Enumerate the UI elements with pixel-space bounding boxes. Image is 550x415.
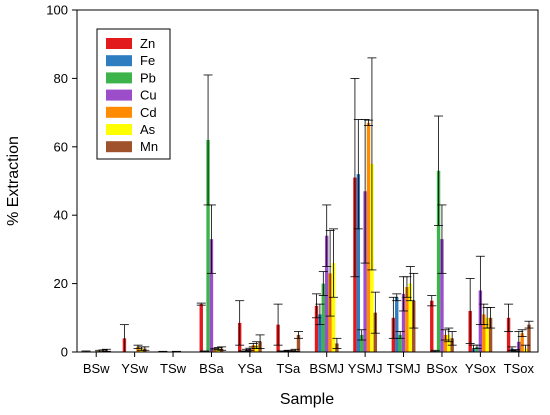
y-tick-label: 0 (61, 345, 68, 360)
bar-cd-ysmj (366, 122, 371, 352)
bar-mn-ysox (488, 317, 493, 352)
x-tick-label: YSw (121, 361, 148, 376)
bar-fe-tsmj (395, 297, 399, 352)
x-tick-label: YSa (238, 361, 263, 376)
bar-as-tsmj (408, 283, 413, 352)
bar-zn-bsa (199, 304, 203, 352)
y-tick-label: 60 (54, 139, 68, 154)
bar-zn-bsox (430, 300, 434, 352)
bar-zn-tsox (506, 317, 511, 352)
legend-swatch-cd (106, 106, 132, 118)
legend-label-pb: Pb (140, 70, 156, 85)
x-tick-label: BSMJ (309, 361, 344, 376)
bar-cu-bsmj (325, 235, 329, 352)
bar-cd-bsox (443, 334, 448, 352)
bar-cd-tsmj (405, 287, 409, 352)
x-tick-label: YSox (465, 361, 497, 376)
bar-pb-ysmj (360, 334, 364, 352)
legend: Zn Fe Pb Cu Cd As Mn (96, 28, 171, 160)
legend-label-zn: Zn (140, 36, 155, 51)
legend-label-mn: Mn (140, 139, 158, 154)
legend-swatch-fe (106, 55, 132, 67)
x-axis-label: Sample (280, 391, 334, 408)
bar-cd-bsa (213, 349, 217, 352)
bar-as-ysox (485, 317, 489, 352)
bar-pb-bsa (206, 139, 210, 352)
x-tick-label: TSa (276, 361, 301, 376)
bar-fe-ysmj (356, 174, 361, 352)
legend-swatch-zn (106, 38, 132, 49)
legend-label-cd: Cd (140, 105, 157, 120)
legend-swatch-pb (106, 72, 132, 84)
x-tick-label: TSMJ (387, 361, 421, 376)
x-tick-label: BSox (426, 361, 458, 376)
x-axis: BSw YSw TSw BSa YSa TSa BSMJ YSMJ TSMJ BSox YSox TS… (83, 352, 535, 376)
bar-mn-tsox (527, 324, 531, 352)
legend-label-fe: Fe (140, 53, 155, 68)
x-tick-label: TSw (160, 361, 187, 376)
y-axis-label: % Extraction (5, 136, 22, 226)
y-axis: 0 20 40 60 80 100 (46, 3, 78, 360)
bar-cu-bsa (209, 239, 214, 352)
bar-pb-ysox (475, 346, 479, 352)
bar-mn-tsa (296, 334, 301, 352)
bar-fe-bsmj (318, 314, 322, 352)
y-tick-label: 20 (54, 276, 68, 291)
bar-cd-tsox (520, 333, 524, 352)
y-tick-label: 80 (54, 71, 68, 86)
bar-cu-tsmj (401, 293, 406, 352)
legend-label-as: As (140, 122, 156, 137)
bar-as-bsmj (331, 263, 336, 352)
bar-cu-ysmj (363, 191, 367, 352)
bar-zn-bsmj (314, 305, 319, 352)
x-tick-label: YSMJ (348, 361, 383, 376)
bar-as-bsox (447, 334, 451, 352)
x-tick-label: BSa (199, 361, 224, 376)
y-tick-label: 100 (46, 3, 68, 18)
bar-cd-ysw (136, 346, 140, 352)
x-tick-label: BSw (83, 361, 110, 376)
legend-swatch-cu (106, 89, 132, 101)
legend-swatch-mn (106, 141, 132, 153)
bar-pb-bsmj (321, 283, 326, 352)
y-tick-label: 40 (54, 208, 68, 223)
x-tick-label: TSox (504, 361, 535, 376)
bar-cu-bsox (440, 239, 444, 352)
legend-label-cu: Cu (140, 88, 157, 103)
bar-pb-bsox (436, 170, 441, 352)
bar-pb-tsmj (398, 334, 402, 352)
legend-swatch-as (106, 124, 132, 135)
bar-cd-ysox (482, 314, 486, 352)
